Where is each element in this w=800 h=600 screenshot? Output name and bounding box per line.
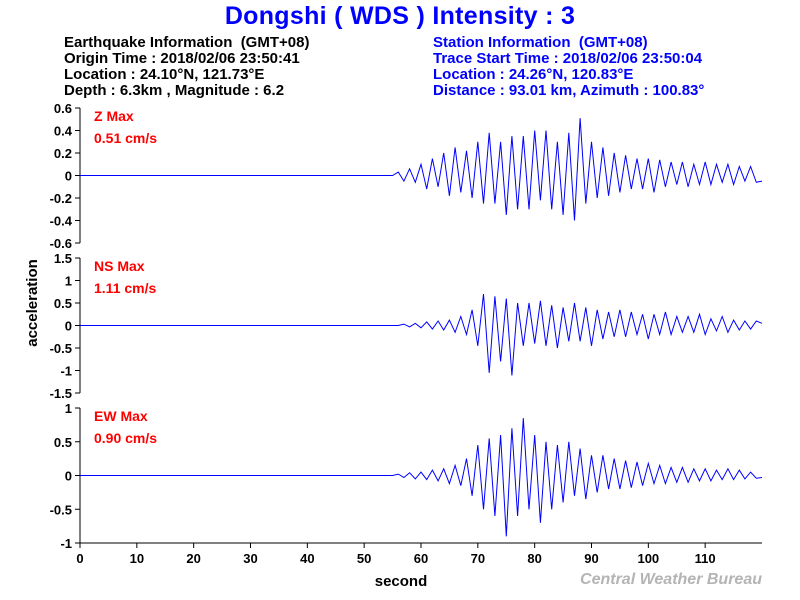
z-waveform [80,118,763,221]
z-y-tick-label: -0.2 [50,191,72,206]
x-tick-label: 20 [186,551,200,566]
x-axis-label: second [375,573,428,590]
ew-y-tick-label: 1 [65,401,72,416]
earthquake-origin-time: Origin Time : 2018/02/06 23:50:41 [64,50,300,67]
ew-y-tick-label: 0 [65,469,72,484]
ew-y-tick-label: -0.5 [50,502,72,517]
page-title: Dongshi ( WDS ) Intensity : 3 [224,2,576,30]
station-info-heading: Station Information (GMT+08) [433,34,648,51]
earthquake-depth-magnitude: Depth : 6.3km , Magnitude : 6.2 [64,82,285,99]
earthquake-info-heading: Earthquake Information (GMT+08) [64,34,310,51]
station-distance-azimuth: Distance : 93.01 km, Azimuth : 100.83° [433,82,705,99]
x-tick-label: 60 [414,551,428,566]
z-y-tick-label: -0.6 [50,236,72,251]
ns-y-tick-label: 0.5 [54,296,72,311]
ns-y-tick-label: -1 [60,364,72,379]
z-y-tick-label: -0.4 [50,214,73,229]
earthquake-location: Location : 24.10°N, 121.73°E [64,66,265,83]
earthquake-info: Earthquake Information (GMT+08) Origin Ti… [64,35,309,99]
x-tick-label: 80 [527,551,541,566]
x-tick-label: 70 [471,551,485,566]
x-tick-label: 0 [76,551,83,566]
ns-max-value: 1.11 cm/s [94,280,156,296]
ew-y-tick-label: -1 [60,536,72,551]
ew-y-tick-label: 0.5 [54,435,72,450]
ns-y-tick-label: 1 [65,274,72,289]
station-info: Station Information (GMT+08) Trace Start … [433,35,704,99]
x-tick-label: 90 [584,551,598,566]
x-tick-label: 100 [637,551,659,566]
station-location: Location : 24.26°N, 120.83°E [433,66,634,83]
ns-y-tick-label: -0.5 [50,341,72,356]
z-y-tick-label: 0.6 [54,101,72,116]
ns-max-label: NS Max [94,258,145,274]
credit-label: Central Weather Bureau [580,571,762,588]
station-trace-start: Trace Start Time : 2018/02/06 23:50:04 [433,50,703,67]
ns-y-tick-label: 1.5 [54,251,72,266]
z-y-tick-label: 0 [65,169,72,184]
ew-waveform [80,418,763,537]
ew-max-label: EW Max [94,408,148,424]
x-tick-label: 110 [695,551,716,566]
z-max-label: Z Max [94,108,134,124]
x-tick-label: 10 [130,551,144,566]
ew-max-value: 0.90 cm/s [94,430,157,446]
z-max-value: 0.51 cm/s [94,130,157,146]
ns-y-tick-label: 0 [65,319,72,334]
x-tick-label: 50 [357,551,371,566]
z-y-tick-label: 0.4 [54,124,73,139]
y-axis-label: acceleration [24,259,41,347]
ns-waveform [80,293,763,376]
x-tick-label: 30 [243,551,257,566]
x-tick-label: 40 [300,551,314,566]
ns-y-tick-label: -1.5 [50,386,72,401]
z-y-tick-label: 0.2 [54,146,72,161]
